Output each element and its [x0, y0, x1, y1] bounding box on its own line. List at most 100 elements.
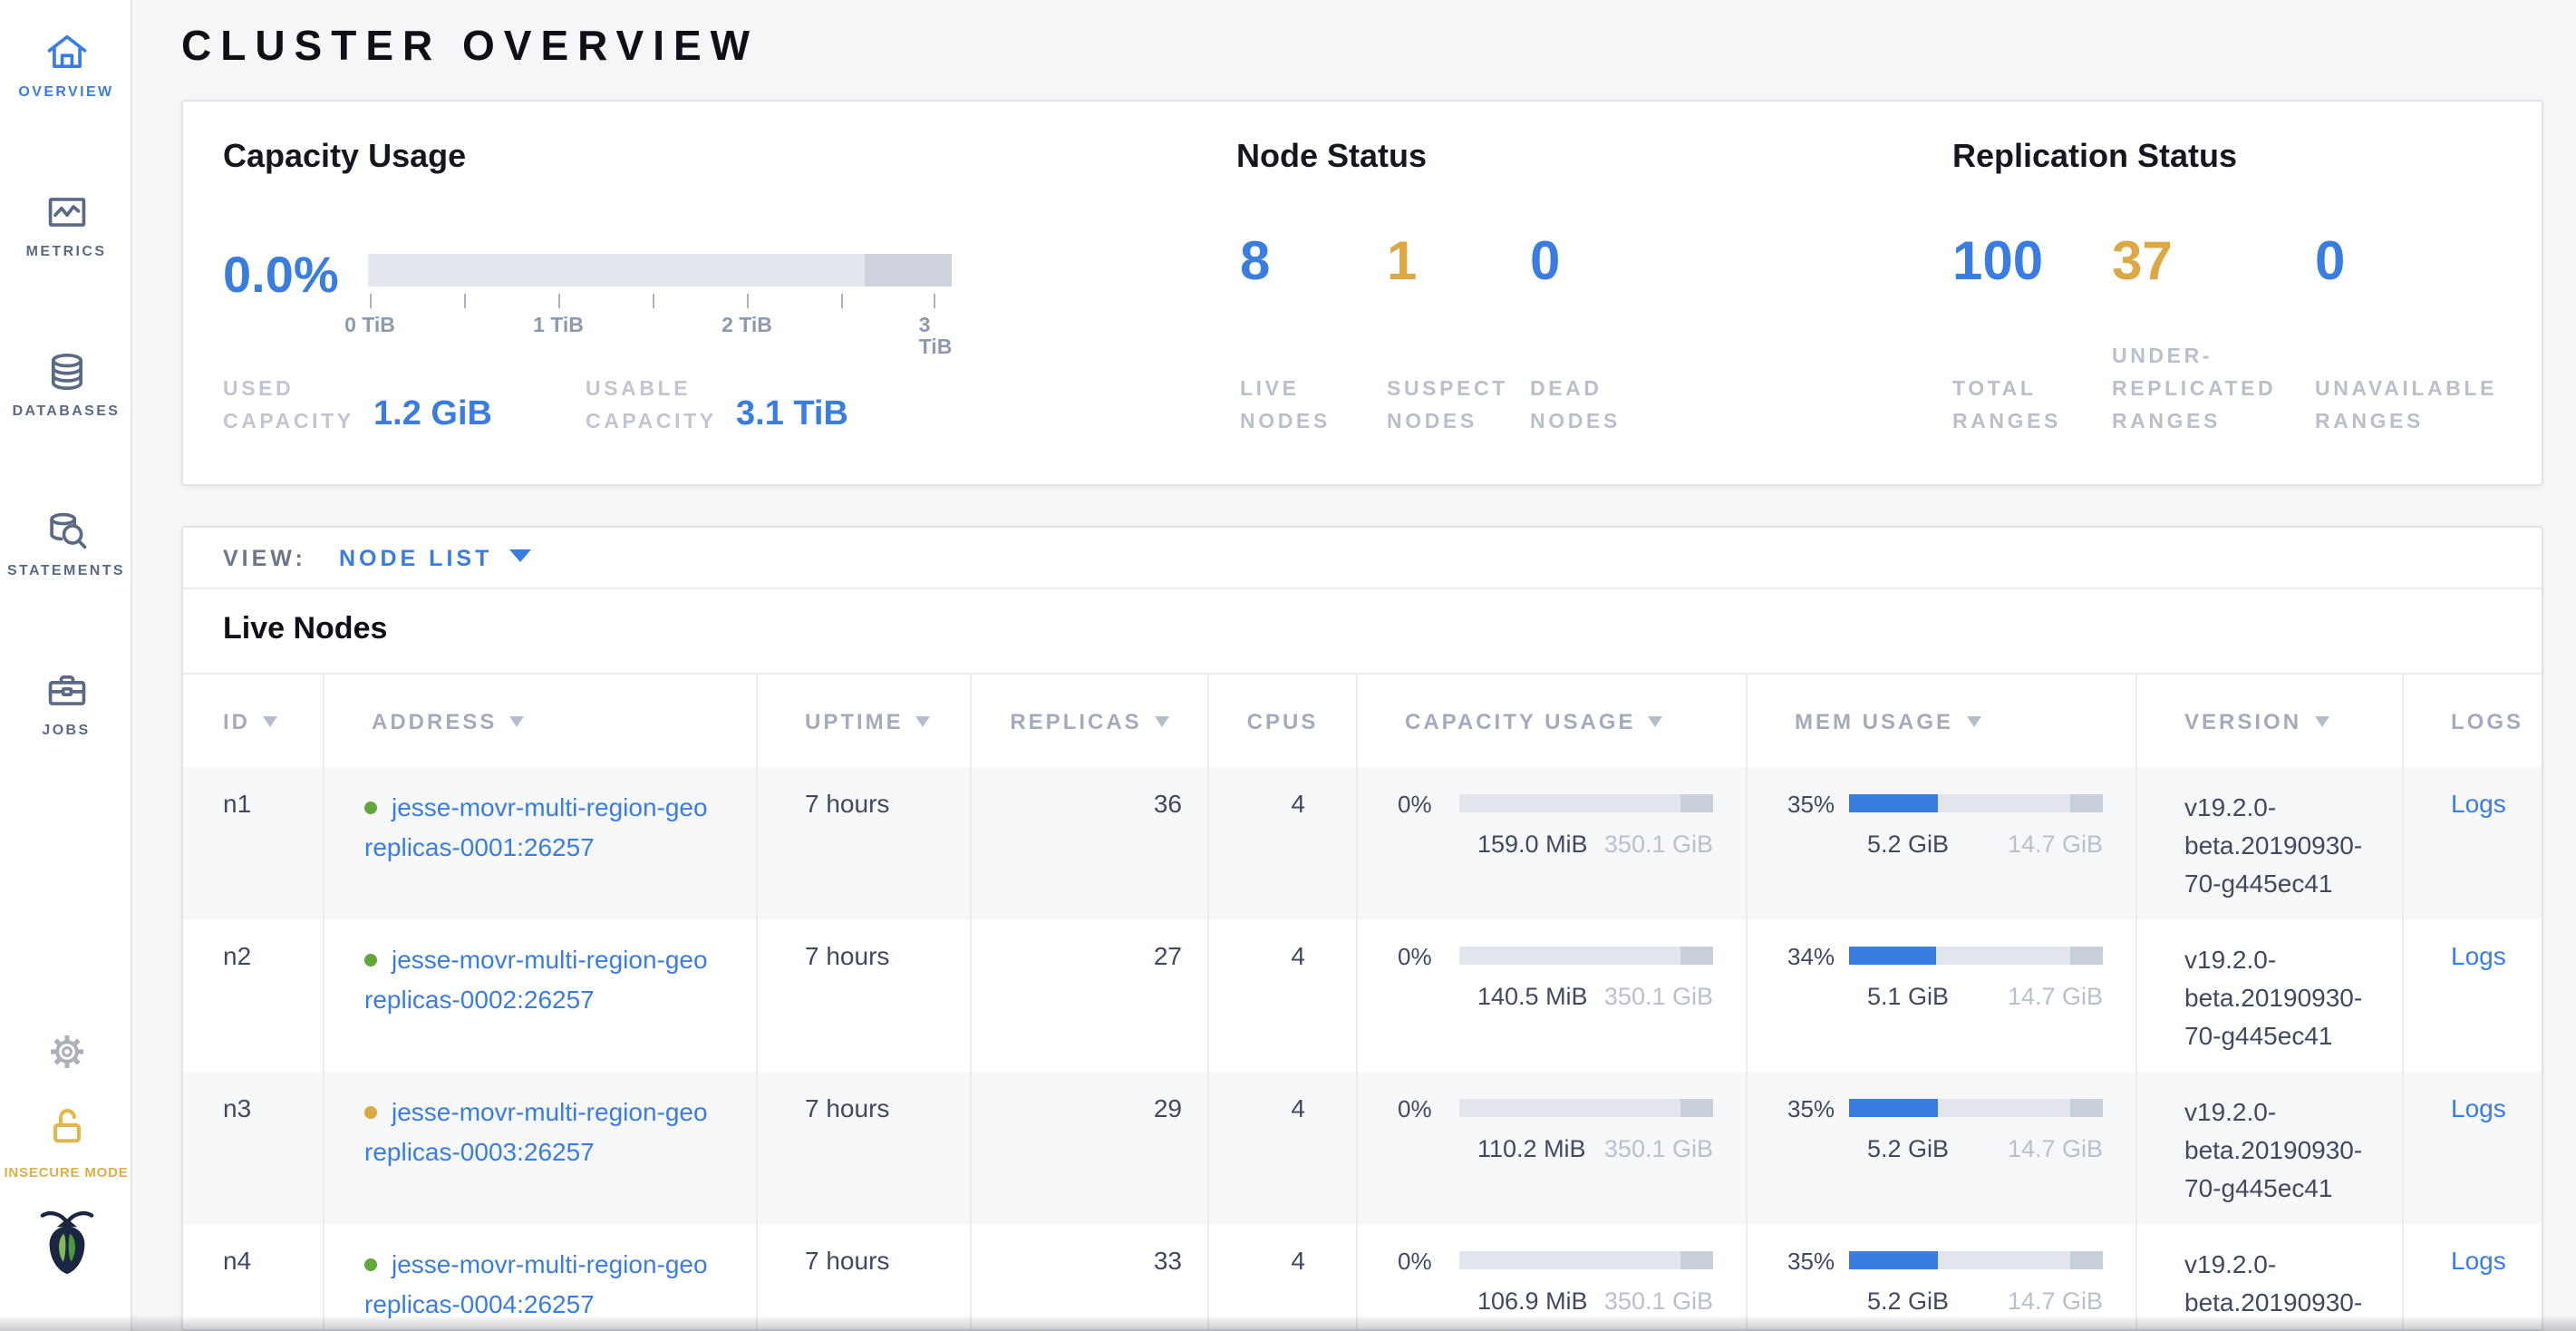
view-bar: VIEW: NODE LIST	[183, 528, 2542, 589]
capacity-usage-cell: 0% 106.9 MiB 350.1 GiB	[1358, 1224, 1748, 1329]
node-status-dot	[364, 1258, 377, 1271]
column-header-capacity-usage[interactable]: CAPACITY USAGE	[1358, 675, 1748, 767]
sidebar-item-label: STATEMENTS	[6, 562, 126, 578]
database-icon	[0, 348, 132, 395]
capacity-usage-bar	[1459, 1251, 1713, 1269]
sort-caret-icon	[1966, 715, 1981, 726]
capacity-usage-percent: 0.0%	[223, 247, 339, 303]
mem-usage-bar	[1849, 1099, 2103, 1117]
total-ranges-value: 100	[1952, 232, 2044, 292]
sidebar: OVERVIEW METRICS DATABASES	[0, 0, 132, 1331]
node-logs-link[interactable]: Logs	[2451, 1246, 2506, 1275]
node-logs-link[interactable]: Logs	[2451, 941, 2506, 970]
main-content: CLUSTER OVERVIEW Capacity Usage 0.0% 0 T…	[132, 0, 2576, 1331]
node-cpus: 4	[1209, 919, 1358, 1072]
stat-dead-nodes: 0 DEAD NODES	[1530, 232, 1617, 433]
stat-total-ranges: 100 TOTAL RANGES	[1952, 232, 2058, 433]
view-dropdown[interactable]: NODE LIST	[339, 546, 531, 571]
insecure-mode-label: INSECURE MODE	[4, 1164, 129, 1180]
sidebar-item-label: JOBS	[42, 722, 91, 738]
total-ranges-label: TOTAL RANGES	[1952, 379, 2062, 433]
mem-usage-total: 14.7 GiB	[2007, 1287, 2103, 1315]
capacity-usage-bar	[1459, 1099, 1713, 1117]
capacity-usage-percent: 0%	[1398, 942, 1432, 969]
chevron-down-icon	[508, 549, 531, 562]
unavailable-ranges-value: 0	[2315, 232, 2346, 292]
node-address-link[interactable]: jesse-movr-multi-region-geo replicas-0002…	[364, 945, 708, 1013]
node-id: n3	[183, 1072, 324, 1224]
capacity-usage-cell: 0% 140.5 MiB 350.1 GiB	[1358, 919, 1748, 1072]
sidebar-item-statements[interactable]: STATEMENTS	[0, 508, 132, 578]
sidebar-item-label: METRICS	[25, 243, 107, 259]
mem-usage-used: 5.1 GiB	[1867, 983, 1950, 1010]
node-cpus: 4	[1209, 1072, 1358, 1224]
column-header-logs: LOGS	[2451, 708, 2524, 734]
live-nodes-label: LIVE NODES	[1240, 379, 1331, 433]
capacity-usage-total: 350.1 GiB	[1603, 983, 1713, 1010]
column-header-version[interactable]: VERSION	[2137, 675, 2404, 767]
node-address-link[interactable]: jesse-movr-multi-region-geo replicas-0004…	[364, 1249, 708, 1317]
capacity-usage-percent: 0%	[1398, 1247, 1432, 1274]
sidebar-item-label: DATABASES	[12, 403, 121, 419]
sidebar-item-metrics[interactable]: METRICS	[0, 189, 132, 259]
dead-nodes-value: 0	[1530, 232, 1561, 292]
column-header-uptime[interactable]: UPTIME	[758, 675, 972, 767]
capacity-usage-bar	[1459, 794, 1713, 812]
under-replicated-ranges-label: UNDER- REPLICATED RANGES	[2112, 346, 2277, 433]
node-address-link[interactable]: jesse-movr-multi-region-geo replicas-0003…	[364, 1097, 708, 1165]
node-replicas: 29	[972, 1072, 1209, 1224]
node-address-cell: jesse-movr-multi-region-geo replicas-0003…	[324, 1072, 758, 1224]
node-logs-cell: Logs	[2404, 1224, 2542, 1329]
mem-usage-percent: 35%	[1787, 790, 1835, 817]
capacity-usage-used: 159.0 MiB	[1477, 831, 1588, 858]
node-version: v19.2.0-beta.20190930-70-g445ec41	[2137, 1224, 2404, 1329]
node-id: n2	[183, 919, 324, 1072]
mem-usage-total: 14.7 GiB	[2007, 1135, 2103, 1162]
column-header-mem-usage[interactable]: MEM USAGE	[1748, 675, 2137, 767]
sidebar-item-databases[interactable]: DATABASES	[0, 348, 132, 419]
node-address-link[interactable]: jesse-movr-multi-region-geo replicas-0001…	[364, 792, 708, 860]
node-status-title: Node Status	[1236, 138, 1428, 174]
sort-caret-icon	[263, 715, 277, 726]
column-header-replicas[interactable]: REPLICAS	[972, 675, 1209, 767]
node-uptime: 7 hours	[758, 919, 972, 1072]
sidebar-item-jobs[interactable]: JOBS	[0, 667, 132, 738]
home-icon	[0, 29, 132, 76]
mem-usage-cell: 35% 5.2 GiB 14.7 GiB	[1748, 767, 2137, 919]
column-header-address[interactable]: ADDRESS	[324, 675, 758, 767]
node-version: v19.2.0-beta.20190930-70-g445ec41	[2137, 1072, 2404, 1224]
sort-caret-icon	[509, 715, 525, 726]
mem-usage-bar	[1849, 794, 2103, 812]
capacity-usage-cell: 0% 110.2 MiB 350.1 GiB	[1358, 1072, 1748, 1224]
statements-search-icon	[0, 508, 132, 555]
capacity-usage-bar	[1459, 947, 1713, 965]
sidebar-settings[interactable]	[0, 1030, 132, 1083]
mem-usage-cell: 35% 5.2 GiB 14.7 GiB	[1748, 1072, 2137, 1224]
capacity-usage-cell: 0% 159.0 MiB 350.1 GiB	[1358, 767, 1748, 919]
sidebar-item-overview[interactable]: OVERVIEW	[0, 29, 132, 100]
table-row-n3: n3 jesse-movr-multi-region-geo replicas-0…	[183, 1072, 2542, 1224]
live-nodes-value: 8	[1240, 232, 1271, 292]
node-logs-cell: Logs	[2404, 767, 2542, 919]
node-logs-link[interactable]: Logs	[2451, 1093, 2506, 1122]
node-replicas: 33	[972, 1224, 1209, 1329]
capacity-gauge-ticks	[370, 294, 935, 308]
node-address-cell: jesse-movr-multi-region-geo replicas-0002…	[324, 919, 758, 1072]
under-replicated-ranges-value: 37	[2112, 232, 2173, 292]
suspect-nodes-value: 1	[1387, 232, 1418, 292]
table-header-row: ID ADDRESS UPTIME REPLICAS CPUS CAPACITY USAG…	[183, 673, 2542, 767]
stat-unavailable-ranges: 0 UNAVAILABLE RANGES	[2315, 232, 2494, 433]
column-header-id[interactable]: ID	[183, 675, 324, 767]
node-cpus: 4	[1209, 767, 1358, 919]
sort-caret-icon	[915, 715, 931, 726]
page-title: CLUSTER OVERVIEW	[181, 22, 760, 69]
usable-capacity-value: 3.1 TiB	[736, 395, 848, 433]
node-cpus: 4	[1209, 1224, 1358, 1329]
dead-nodes-label: DEAD NODES	[1530, 379, 1621, 433]
node-logs-link[interactable]: Logs	[2451, 789, 2506, 818]
live-nodes-title: Live Nodes	[223, 611, 388, 646]
insecure-mode-badge: INSECURE MODE	[0, 1103, 132, 1180]
capacity-usage-percent: 0%	[1398, 1094, 1432, 1122]
mem-usage-used: 5.2 GiB	[1867, 831, 1950, 858]
stat-live-nodes: 8 LIVE NODES	[1240, 232, 1327, 433]
